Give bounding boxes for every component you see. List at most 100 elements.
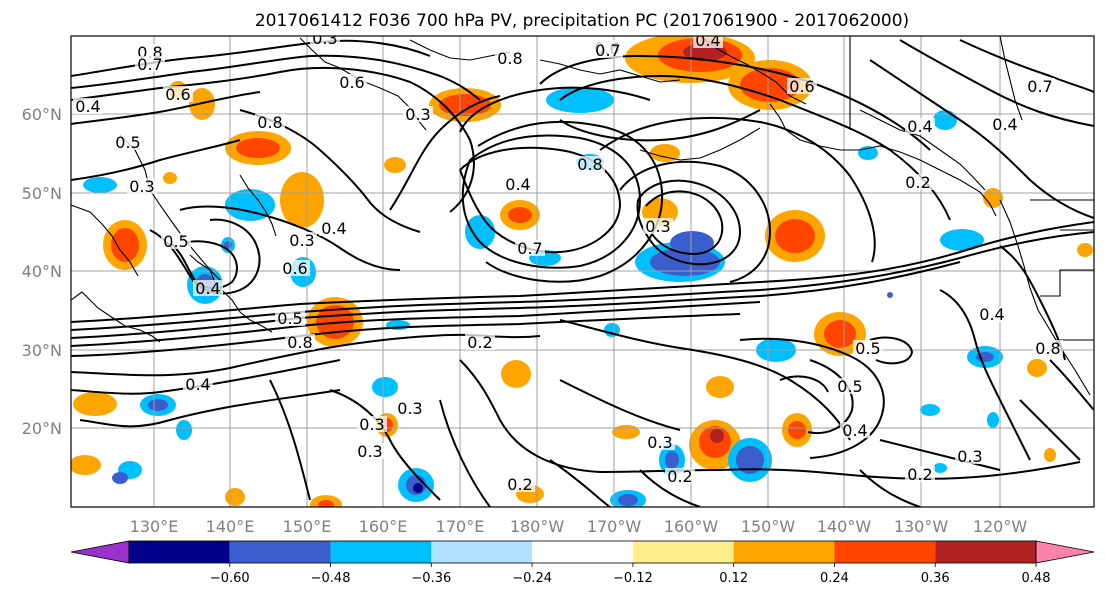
contour-label-bg	[310, 36, 340, 46]
pv-contours	[71, 39, 1094, 507]
contour-label: 0.2	[905, 173, 930, 192]
contour-label-bg	[853, 340, 883, 356]
colorbar	[70, 540, 1095, 564]
map-panel: 0.80.70.40.50.30.60.80.50.60.40.30.40.60…	[22, 35, 1095, 536]
colorbar-segment	[935, 541, 1036, 563]
contour-label: 0.5	[163, 232, 188, 251]
colorbar-extend-min	[70, 540, 130, 564]
longitude-label: 160°E	[359, 517, 408, 536]
colorbar-tick-label: 0.36	[921, 571, 950, 586]
contour-label-bg	[990, 116, 1020, 132]
contour-label: 0.8	[577, 155, 602, 174]
contour-label: 0.7	[1027, 77, 1052, 96]
contour-label: 0.4	[907, 117, 932, 136]
longitude-label: 180°W	[510, 517, 565, 536]
contour-label-bg	[1033, 340, 1063, 356]
contour-label-bg	[163, 86, 193, 102]
contour-label: 0.8	[257, 113, 282, 132]
contour-label-bg	[495, 50, 525, 66]
contour-label-bg	[665, 468, 695, 484]
contour-label: 0.6	[339, 73, 364, 92]
longitude-label: 140°W	[817, 517, 872, 536]
contour-label-bg	[505, 476, 535, 492]
contour-label-bg	[503, 176, 533, 192]
longitude-label: 150°W	[741, 517, 796, 536]
contour-label-bg	[905, 466, 935, 482]
latitude-label: 20°N	[22, 419, 62, 438]
latitude-labels: 60°N 50°N 40°N 30°N 20°N	[22, 105, 62, 438]
latitude-label: 60°N	[22, 105, 62, 124]
colorbar-tick-label: −0.12	[613, 571, 653, 586]
contour-label-bg	[275, 310, 305, 326]
colorbar-segment	[129, 541, 230, 563]
contour-label-bg	[575, 156, 605, 172]
contour-label: 0.8	[287, 333, 312, 352]
contour-label: 0.4	[992, 115, 1017, 134]
contour-label: 0.2	[667, 467, 692, 486]
colorbar-tick-labels: −0.60 −0.48 −0.36 −0.24 −0.12 0.12 0.24 0.36 0.4…	[210, 563, 1050, 586]
contour-label-bg	[337, 74, 367, 90]
contour-label-bg	[319, 220, 349, 236]
contour-label-bg	[255, 114, 285, 130]
longitude-label: 170°W	[587, 517, 642, 536]
colorbar-outline	[128, 540, 1037, 564]
longitude-label: 150°E	[283, 517, 332, 536]
contour-label: 0.4	[979, 305, 1004, 324]
longitude-label: 160°W	[664, 517, 719, 536]
contour-label: 0.4	[185, 375, 210, 394]
contour-label: 0.4	[75, 97, 100, 116]
map-frame	[70, 35, 1095, 508]
contour-label-bg	[280, 260, 310, 276]
contour-label: 0.8	[497, 49, 522, 68]
colorbar-tick-label: −0.24	[512, 571, 552, 586]
longitude-label: 120°W	[973, 517, 1028, 536]
contour-label: 0.7	[137, 55, 162, 74]
contour-label-bg	[693, 36, 723, 48]
contour-label-bg	[955, 448, 985, 464]
latitude-label: 40°N	[22, 262, 62, 281]
longitude-labels: 130°E 140°E 150°E 160°E 170°E 180°W 170°W 160°W…	[130, 517, 1028, 536]
longitude-label: 130°W	[894, 517, 949, 536]
contour-label: 0.3	[957, 447, 982, 466]
contour-label: 0.3	[359, 415, 384, 434]
contour-label: 0.5	[855, 339, 880, 358]
contour-label-bg	[840, 422, 870, 438]
contour-labels: 0.80.70.40.50.30.60.80.50.60.40.30.40.60…	[73, 36, 1063, 494]
contour-label: 0.3	[289, 231, 314, 250]
contour-label: 0.4	[842, 421, 867, 440]
colorbar-segment	[632, 541, 734, 563]
contour-label-bg	[287, 232, 317, 248]
longitude-label: 130°E	[130, 517, 179, 536]
contour-label: 0.4	[195, 279, 220, 298]
latitude-label: 50°N	[22, 184, 62, 203]
contour-label-bg	[395, 400, 425, 416]
contour-label-bg	[403, 106, 433, 122]
contour-label: 0.5	[277, 309, 302, 328]
contour-label-bg	[787, 78, 817, 94]
contour-label: 0.3	[397, 399, 422, 418]
contour-label-bg	[193, 280, 223, 296]
contour-label-bg	[1025, 78, 1055, 94]
colorbar-segment	[834, 541, 936, 563]
contour-label-bg	[593, 42, 623, 58]
longitude-label: 140°E	[206, 517, 255, 536]
contour-label-bg	[515, 240, 545, 256]
contour-label-bg	[835, 378, 865, 394]
contour-label: 0.3	[129, 177, 154, 196]
contour-label: 0.6	[789, 77, 814, 96]
contour-label-bg	[183, 376, 213, 392]
colorbar-extend-max	[1035, 540, 1095, 564]
contour-label: 0.3	[647, 433, 672, 452]
contour-label: 0.8	[1035, 339, 1060, 358]
contour-label-bg	[977, 306, 1007, 322]
contour-label: 0.5	[115, 133, 140, 152]
contour-label: 0.4	[505, 175, 530, 194]
contour-label-bg	[285, 334, 315, 350]
contour-label-bg	[113, 134, 143, 150]
colorbar-segment	[229, 541, 331, 563]
longitude-label: 170°E	[436, 517, 485, 536]
contour-label: 0.3	[645, 217, 670, 236]
contour-label: 0.7	[595, 41, 620, 60]
colorbar-tick-label: −0.48	[311, 571, 351, 586]
